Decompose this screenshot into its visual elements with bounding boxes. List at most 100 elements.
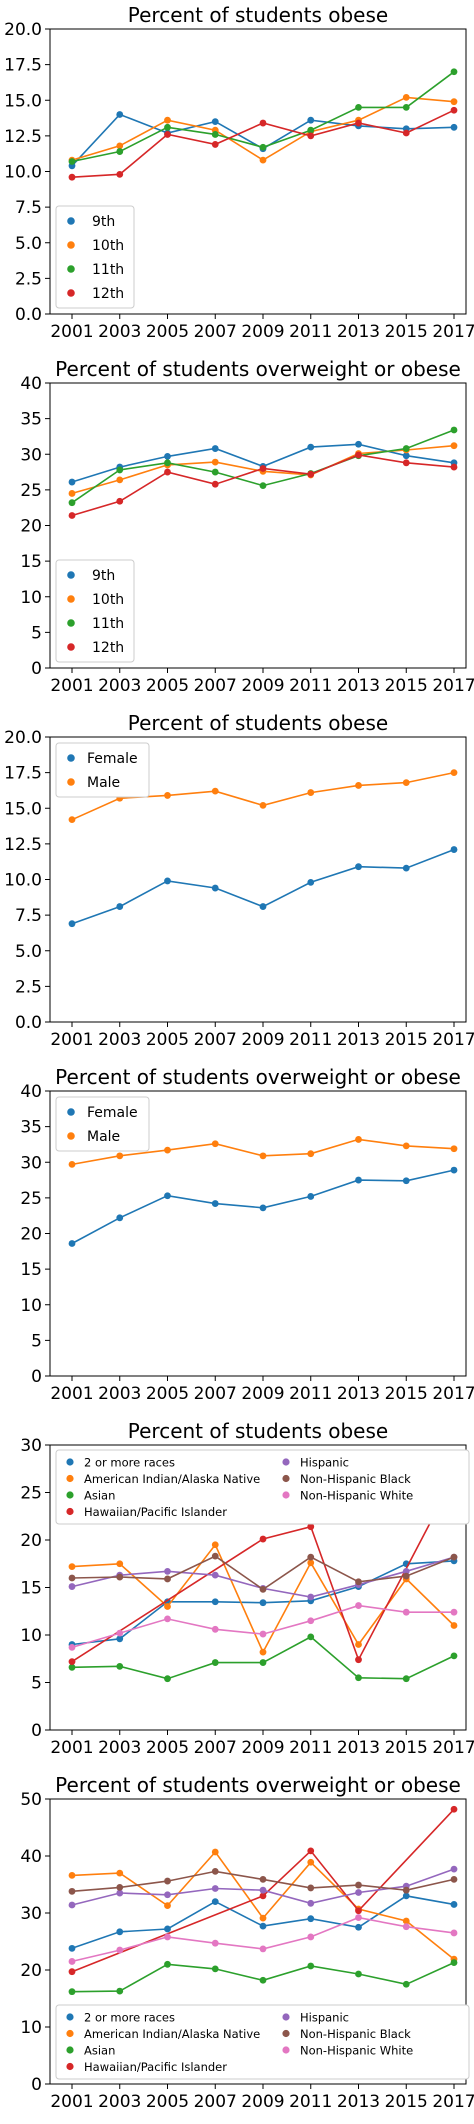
y-tick-label: 20 — [20, 1961, 42, 1981]
legend-marker-hispanic — [282, 2013, 290, 2021]
legend-label-10th: 10th — [92, 238, 124, 254]
y-tick-label: 15.0 — [4, 91, 42, 111]
x-tick-label: 2017 — [432, 1738, 474, 1758]
x-tick-label: 2001 — [50, 1738, 93, 1758]
data-point-american-indian-alaska-native — [402, 1917, 410, 1925]
data-point-male — [450, 1145, 458, 1153]
data-point-asian — [116, 1987, 124, 1995]
x-tick-label: 2015 — [385, 1030, 428, 1050]
y-tick-label: 7.5 — [15, 198, 42, 218]
data-point-hawaiian-pacific-islander — [355, 1907, 362, 1915]
data-point-12th — [307, 470, 315, 478]
y-tick-label: 2.5 — [15, 977, 42, 997]
data-point-11th — [307, 126, 315, 134]
data-point-non-hispanic-white — [211, 1939, 219, 1947]
y-tick-label: 15.0 — [4, 799, 42, 819]
x-tick-label: 2013 — [337, 1030, 380, 1050]
y-tick-label: 10 — [20, 588, 42, 608]
data-point-11th — [259, 482, 267, 489]
data-point-female — [116, 1214, 124, 1222]
data-point-male — [116, 1152, 124, 1160]
data-point-non-hispanic-black — [450, 1875, 458, 1883]
legend-label-11th: 11th — [92, 616, 124, 632]
data-point-male — [68, 1160, 76, 1168]
data-point-male — [211, 787, 219, 795]
data-point-non-hispanic-black — [259, 1586, 267, 1593]
data-point-male — [355, 1136, 362, 1143]
data-point-11th — [116, 148, 124, 155]
legend-label-asian: Asian — [84, 2044, 115, 2058]
data-point-asian — [402, 1675, 410, 1683]
data-point-american-indian-alaska-native — [450, 1622, 458, 1629]
data-point-female — [307, 1193, 315, 1200]
data-point-non-hispanic-black — [116, 1573, 124, 1581]
x-tick-label: 2017 — [432, 1030, 474, 1050]
legend-label-11th: 11th — [92, 262, 124, 278]
data-point-2-or-more-races — [116, 1635, 124, 1643]
legend-marker-10th — [67, 595, 75, 603]
data-point-non-hispanic-white — [355, 1914, 362, 1921]
data-point-2-or-more-races — [116, 1928, 124, 1936]
x-tick-label: 2015 — [385, 1738, 428, 1758]
data-point-12th — [211, 480, 219, 488]
data-point-non-hispanic-black — [259, 1875, 267, 1883]
legend-box — [55, 1449, 470, 1525]
y-tick-label: 5 — [31, 1331, 42, 1351]
data-point-12th — [116, 497, 124, 505]
data-point-male — [211, 1140, 219, 1148]
data-point-12th — [164, 468, 171, 476]
legend-label-12th: 12th — [92, 286, 124, 302]
data-point-11th — [450, 426, 458, 434]
x-tick-label: 2013 — [337, 1738, 380, 1758]
legend-label-male: Male — [87, 775, 120, 791]
x-tick-label: 2001 — [50, 1030, 93, 1050]
data-point-asian — [307, 1962, 315, 1970]
data-point-female — [68, 920, 76, 928]
data-point-non-hispanic-black — [211, 1867, 219, 1875]
data-point-asian — [355, 1674, 362, 1682]
data-point-american-indian-alaska-native — [68, 1871, 76, 1879]
chart-title: Percent of students obese — [128, 1419, 388, 1443]
y-tick-label: 35 — [20, 1118, 42, 1138]
chart-title: Percent of students obese — [128, 711, 388, 735]
data-point-male — [307, 789, 315, 796]
data-point-11th — [116, 466, 124, 474]
data-point-12th — [355, 119, 362, 127]
x-tick-label: 2015 — [385, 676, 428, 696]
chart-obese-by-race: Percent of students obese 0 5 10 15 20 25 30 200… — [20, 1419, 474, 1758]
chart-overweight-by-race: Percent of students overweight or obese 0… — [20, 1773, 474, 2112]
legend-box — [55, 559, 135, 663]
y-tick-label: 40 — [20, 1847, 42, 1867]
legend-label-hawaiian-pacific-islander: Hawaiian/Pacific Islander — [84, 1505, 227, 1519]
legend-box — [55, 742, 150, 798]
data-point-11th — [164, 123, 171, 131]
x-tick-label: 2009 — [241, 322, 284, 342]
x-tick-label: 2017 — [432, 322, 474, 342]
data-point-2-or-more-races — [211, 1598, 219, 1606]
legend-label-non-hispanic-white: Non-Hispanic White — [300, 1489, 413, 1503]
legend-label-asian: Asian — [84, 1489, 115, 1503]
data-point-2-or-more-races — [450, 1901, 458, 1908]
data-point-non-hispanic-black — [450, 1553, 458, 1561]
data-point-9th — [450, 123, 458, 131]
legend-box — [55, 205, 135, 309]
data-point-male — [68, 816, 76, 824]
x-tick-label: 2011 — [289, 1030, 332, 1050]
legend-marker-male — [67, 778, 75, 786]
data-point-female — [164, 1192, 171, 1200]
x-tick-label: 2013 — [337, 1384, 380, 1404]
legend-marker-11th — [67, 265, 75, 273]
data-point-american-indian-alaska-native — [355, 1641, 362, 1648]
x-tick-label: 2007 — [194, 676, 237, 696]
x-tick-label: 2017 — [432, 2092, 474, 2112]
data-point-non-hispanic-white — [164, 1933, 171, 1941]
data-point-2-or-more-races — [402, 1892, 410, 1900]
y-tick-label: 40 — [20, 1082, 42, 1102]
x-tick-label: 2003 — [98, 2092, 141, 2112]
data-point-11th — [450, 68, 458, 76]
data-point-non-hispanic-black — [211, 1552, 219, 1560]
data-point-asian — [450, 1959, 458, 1966]
data-point-2-or-more-races — [211, 1898, 219, 1905]
data-point-12th — [164, 131, 171, 138]
x-tick-label: 2011 — [289, 676, 332, 696]
